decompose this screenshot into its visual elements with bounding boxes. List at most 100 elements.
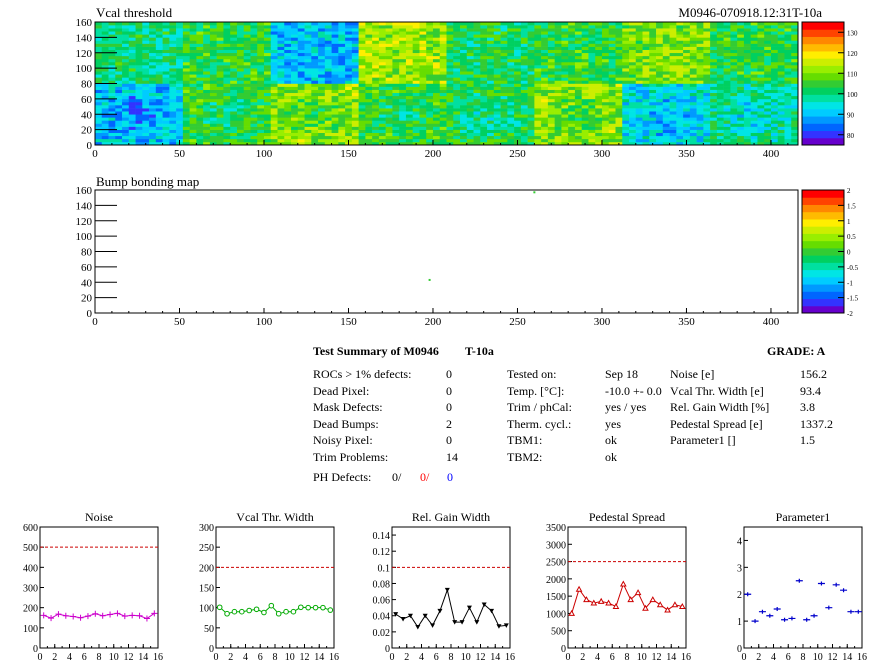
palette-swatch [802, 204, 844, 213]
summary-value: 0 [446, 367, 452, 381]
data-point [627, 596, 635, 603]
data-point [474, 620, 480, 625]
chart-title: Vcal Thr. Width [236, 510, 313, 524]
data-point [114, 610, 121, 617]
x-tick-label: 0 [214, 652, 219, 663]
data-point [143, 615, 150, 622]
y-tick-label: 80 [81, 247, 93, 259]
palette-swatch [802, 108, 844, 117]
vcal-map-title: Vcal threshold [96, 5, 173, 20]
palette-swatch [802, 50, 844, 59]
palette-label: -2 [847, 310, 853, 318]
data-point [55, 611, 62, 618]
summary-tag: T-10a [465, 344, 494, 358]
x-tick-label: 14 [842, 652, 852, 663]
y-tick-label: 3500 [546, 523, 566, 534]
data-point [481, 602, 487, 607]
x-tick-label: 10 [813, 652, 823, 663]
y-tick-label: 160 [76, 185, 93, 197]
ph-defects-value-3: 0 [447, 470, 453, 484]
y-tick-label: 1500 [546, 592, 566, 603]
x-tick-label: 6 [610, 652, 615, 663]
x-tick-label: 6 [82, 652, 87, 663]
summary-label: Vcal Thr. Width [e] [670, 383, 764, 398]
y-tick-label: 4 [737, 536, 742, 547]
x-tick-label: 16 [505, 652, 515, 663]
x-tick-label: 6 [434, 652, 439, 663]
y-tick-label: 100 [23, 624, 38, 635]
x-tick-label: 0 [566, 652, 571, 663]
data-point [568, 609, 576, 616]
data-point [422, 613, 428, 619]
summary-label: Mask Defects: [313, 400, 383, 414]
summary-value: 2 [446, 416, 452, 431]
palette-swatch [802, 269, 844, 278]
palette-swatch [802, 123, 844, 132]
y-tick-label: 600 [23, 523, 38, 534]
x-tick-label: 10 [637, 652, 647, 663]
x-tick-label: 200 [425, 148, 442, 160]
x-tick-label: 12 [124, 652, 134, 663]
palette-swatch [802, 58, 844, 66]
bump-plot-frame [94, 189, 799, 314]
data-point [92, 610, 99, 617]
y-tick-label: 2 [737, 590, 742, 601]
x-tick-label: 12 [476, 652, 486, 663]
y-tick-label: 120 [76, 48, 93, 60]
x-tick-label: 10 [461, 652, 471, 663]
x-tick-label: 14 [138, 652, 148, 663]
x-tick-label: 300 [594, 316, 611, 328]
y-tick-label: 140 [76, 32, 93, 44]
palette-swatch [802, 65, 844, 74]
palette-label: -1 [847, 279, 853, 287]
x-tick-label: 0 [92, 148, 98, 160]
y-tick-label: 0 [33, 644, 38, 655]
data-point [290, 608, 297, 615]
vcal-color-palette: 80 90 100 110 120 130 [801, 21, 858, 146]
palette-swatch [802, 101, 844, 110]
bump-hits [428, 191, 536, 281]
series-line [571, 582, 683, 614]
data-point [275, 610, 282, 617]
vcal-axes: 0 50 100 150 200 250 300 350 400 0 20 40 60 80 100 120 1… [76, 17, 789, 160]
palette-swatch [802, 43, 844, 52]
bump-map-title: Bump bonding map [96, 174, 199, 189]
summary-label: TBM2: [507, 449, 543, 464]
data-point [283, 608, 289, 615]
x-tick-label: 4 [243, 652, 248, 663]
ph-defects-label: PH Defects: [313, 470, 372, 484]
x-tick-label: 8 [97, 652, 102, 663]
x-tick-label: 16 [681, 652, 691, 663]
palette-swatch [802, 240, 844, 249]
data-point [121, 613, 128, 620]
y-tick-label: 20 [81, 125, 93, 137]
summary-label: Noisy Pixel: [313, 433, 373, 447]
x-tick-label: 6 [786, 652, 791, 663]
series-line [395, 588, 507, 628]
data-point [305, 604, 311, 611]
summary-value: 93.4 [800, 383, 821, 398]
x-tick-label: 8 [273, 652, 278, 663]
ph-defects-value-2: 0/ [420, 470, 430, 484]
series-line [43, 612, 155, 620]
data-point [803, 617, 811, 622]
palette-swatch [802, 130, 844, 139]
x-tick-label: 14 [314, 652, 324, 663]
palette-label: 130 [847, 29, 858, 37]
chart-title: Rel. Gain Width [412, 510, 490, 524]
y-tick-label: 0.08 [373, 579, 391, 590]
palette-swatch [802, 255, 844, 263]
data-point [327, 607, 334, 613]
summary-value: -10.0 +- 0.0 [605, 383, 662, 398]
chart-frame [39, 526, 159, 649]
y-tick-label: 100 [76, 63, 93, 75]
data-point [634, 589, 642, 596]
data-point [459, 620, 465, 625]
data-point [766, 613, 774, 618]
data-point [583, 596, 590, 603]
x-tick-label: 250 [509, 316, 526, 328]
summary-value: 0 [446, 400, 452, 414]
palette-label: 1 [847, 218, 851, 226]
y-tick-label: 0 [87, 140, 93, 152]
